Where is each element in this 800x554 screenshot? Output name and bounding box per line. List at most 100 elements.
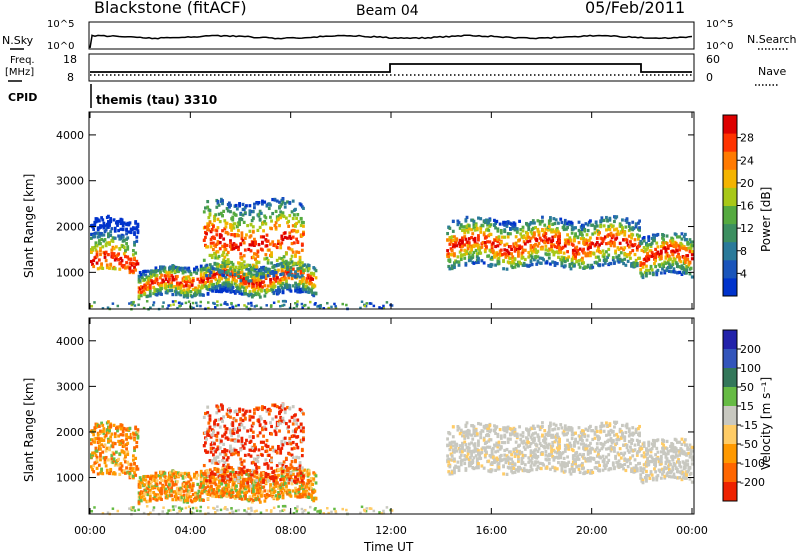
power-cell (275, 199, 279, 203)
velocity-cell (213, 481, 217, 485)
power-cell (590, 263, 593, 267)
velocity-cell (114, 462, 118, 466)
velocity-cell (143, 497, 147, 502)
power-cell (160, 292, 163, 296)
power-cell (513, 265, 517, 269)
power-cell (208, 275, 212, 280)
power-cell (635, 262, 639, 266)
velocity-cell (245, 409, 248, 413)
power-cell (204, 206, 207, 210)
power-cell (90, 304, 94, 308)
power-cell (586, 251, 590, 255)
velocity-cell (126, 460, 130, 464)
power-cell (311, 291, 315, 295)
velocity-cell (229, 431, 232, 435)
power-cell (530, 232, 534, 236)
power-cell (174, 265, 178, 270)
power-cell (213, 276, 217, 280)
power-cell (199, 304, 202, 308)
power-cell (330, 305, 333, 309)
power-cell (686, 240, 690, 245)
power-cell (168, 268, 171, 273)
velocity-cell (276, 447, 280, 451)
velocity-cell (215, 434, 219, 438)
velocity-cell (179, 486, 183, 490)
power-cell (490, 263, 494, 267)
velocity-cell (131, 454, 135, 458)
power-cell (305, 279, 309, 283)
velocity-cell (142, 477, 145, 482)
power-cell (129, 230, 133, 234)
power-cell (458, 226, 462, 230)
power-cell (483, 249, 487, 254)
power-cell (512, 244, 516, 249)
power-cell (99, 224, 102, 228)
power-cell (297, 285, 301, 290)
power-cell (491, 250, 495, 254)
power-cell (273, 268, 277, 272)
power-cell (166, 289, 170, 293)
power-cell (629, 251, 632, 255)
power-cell (294, 272, 297, 276)
power-cell (202, 258, 206, 262)
power-cell (100, 262, 104, 266)
velocity-cell (233, 439, 237, 443)
velocity-cell (175, 488, 179, 492)
power-cell (265, 289, 269, 294)
velocity-cell (305, 484, 309, 488)
power-cell (255, 286, 259, 290)
power-cell (471, 232, 475, 236)
velocity-cell (175, 480, 179, 484)
power-cell (228, 282, 232, 287)
power-cell (229, 203, 232, 207)
power-cell (242, 272, 246, 276)
power-cell (670, 270, 674, 274)
velocity-cell (206, 411, 210, 415)
velocity-cell (125, 447, 128, 451)
power-cell (454, 240, 457, 245)
power-cell (153, 289, 157, 293)
velocity-cell (248, 448, 252, 452)
velocity-cell (284, 465, 288, 469)
power-cell (690, 275, 694, 279)
power-cell (276, 217, 280, 221)
power-cell (215, 285, 219, 289)
power-cell (463, 252, 467, 257)
power-cell (106, 306, 110, 309)
velocity-cell (240, 442, 244, 446)
power-cell (334, 306, 338, 310)
power-cell (204, 235, 207, 240)
power-cell (555, 240, 559, 245)
power-cell (461, 240, 464, 244)
velocity-cell (119, 462, 123, 466)
power-cell (274, 209, 278, 214)
power-cell (558, 232, 561, 236)
power-cell (537, 230, 541, 234)
velocity-cell (275, 481, 279, 485)
power-cell (447, 255, 451, 259)
power-cell (653, 239, 656, 243)
power-cell (101, 218, 105, 222)
power-cell (148, 292, 152, 297)
velocity-cell (214, 483, 218, 487)
power-cell (266, 239, 270, 243)
power-cell (568, 262, 572, 267)
power-cell (225, 221, 229, 225)
power-cell (466, 247, 470, 251)
power-cell (99, 249, 102, 253)
power-cell (522, 263, 526, 267)
velocity-cell (272, 479, 276, 483)
power-cell (231, 224, 235, 228)
power-cell (214, 267, 218, 271)
power-cell (539, 261, 543, 265)
power-cell (482, 233, 486, 237)
power-cell (547, 237, 551, 241)
power-cell (582, 247, 585, 251)
power-cell (488, 218, 492, 222)
velocity-cell (227, 465, 231, 470)
power-cell (177, 301, 181, 305)
power-cell (94, 231, 98, 235)
power-cell (359, 306, 362, 310)
power-cell (162, 280, 166, 284)
velocity-cell (107, 439, 110, 443)
